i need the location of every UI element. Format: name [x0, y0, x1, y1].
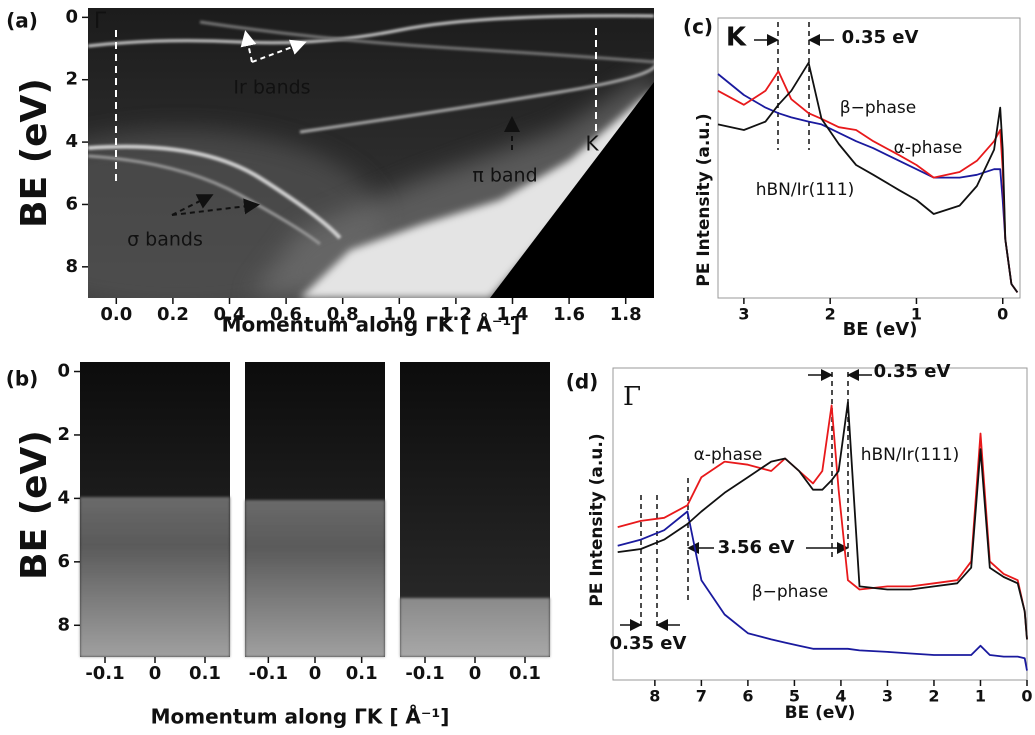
y-axis-label: BE (eV) — [14, 78, 55, 228]
x-tick-label: -0.1 — [405, 663, 444, 684]
x-tick-label: 1.0 — [383, 304, 415, 325]
x-tick-label: 4 — [835, 687, 846, 706]
y-tick-label: 6 — [57, 551, 70, 572]
panel-label: (d) — [566, 370, 599, 394]
series-label: β−phase — [840, 98, 916, 118]
x-tick-label: 7 — [696, 687, 707, 706]
x-tick-label: 1 — [911, 305, 922, 324]
guides-c — [717, 17, 1021, 299]
x-tick-label: 3 — [882, 687, 893, 706]
annotation: K — [585, 132, 599, 156]
x-axis-label: BE (eV) — [785, 703, 856, 723]
y-axis-label: PE Intensity (a.u.) — [694, 113, 714, 286]
y-tick-label: 2 — [57, 424, 70, 445]
series-label: α-phase — [894, 138, 963, 158]
x-tick-label: 1.4 — [497, 304, 529, 325]
x-tick-label: 2 — [928, 687, 939, 706]
spectrum-line — [717, 61, 1019, 293]
y-tick-label: 4 — [57, 487, 70, 508]
x-axis-label: Momentum along ΓK [ Å⁻¹] — [151, 705, 450, 729]
x-tick-label: 1.6 — [553, 304, 585, 325]
arpes-images-b — [80, 362, 550, 657]
y-tick-label: 8 — [57, 614, 70, 635]
x-tick-label: 1.8 — [610, 304, 642, 325]
x-tick-label: 8 — [649, 687, 660, 706]
series-label: β−phase — [752, 582, 828, 602]
x-tick-label: 2 — [825, 305, 836, 324]
x-tick-label: 0.2 — [157, 304, 189, 325]
x-tick-label: 1.2 — [440, 304, 472, 325]
series-label: α-phase — [694, 445, 763, 465]
arpes-image-a — [88, 8, 654, 298]
annotation: σ bands — [127, 229, 203, 251]
series-label: hBN/Ir(111) — [756, 180, 855, 200]
annotation: Ir bands — [233, 77, 310, 99]
series-label: hBN/Ir(111) — [861, 445, 960, 465]
annotation: π band — [472, 165, 537, 187]
x-tick-label: -0.1 — [249, 663, 288, 684]
spectrum-line — [617, 404, 1028, 640]
x-axis-label: Momentum along ΓK [ Å⁻¹] — [222, 313, 521, 337]
spectrum-line — [717, 70, 1019, 293]
y-tick-label: 6 — [65, 193, 78, 214]
annotation: 3.56 eV — [718, 537, 795, 558]
x-tick-label: -0.1 — [85, 663, 124, 684]
spectrum-line — [717, 73, 1019, 293]
spectrum-line — [617, 510, 1028, 671]
annotation: K — [726, 23, 747, 53]
x-tick-label: 0 — [997, 305, 1008, 324]
y-tick-label: 4 — [65, 131, 78, 152]
panel-label: (b) — [6, 367, 39, 391]
y-axis-label: BE (eV) — [14, 430, 55, 580]
x-tick-label: 0.4 — [214, 304, 246, 325]
y-axis-label: PE Intensity (a.u.) — [587, 433, 607, 606]
x-tick-label: 1 — [975, 687, 986, 706]
annotation: 0.35 eV — [610, 633, 687, 654]
x-tick-label: 3 — [738, 305, 749, 324]
guides-d — [612, 367, 1028, 681]
y-tick-label: 0 — [57, 361, 70, 382]
x-tick-label: 6 — [742, 687, 753, 706]
x-tick-label: 5 — [789, 687, 800, 706]
x-tick-label: 0 — [309, 663, 322, 684]
x-tick-label: 0 — [1021, 687, 1032, 706]
x-axis-label: BE (eV) — [843, 319, 918, 340]
y-tick-label: 2 — [65, 69, 78, 90]
y-tick-label: 0 — [65, 6, 78, 27]
annotation: Γ — [623, 382, 641, 412]
x-tick-label: 0.1 — [346, 663, 378, 684]
y-tick-label: 8 — [65, 256, 78, 277]
x-tick-label: 0.1 — [509, 663, 541, 684]
x-tick-label: 0.6 — [270, 304, 302, 325]
x-tick-label: 0 — [469, 663, 482, 684]
spectrum-line — [617, 401, 1028, 640]
x-tick-label: 0 — [149, 663, 162, 684]
panel-label: (a) — [6, 9, 38, 33]
annotation: 0.35 eV — [842, 27, 919, 48]
x-tick-label: 0.0 — [100, 304, 132, 325]
annotation: 0.35 eV — [874, 361, 951, 382]
panel-label: (c) — [683, 15, 713, 39]
x-tick-label: 0.8 — [327, 304, 359, 325]
annotation: Γ — [94, 9, 107, 34]
x-tick-label: 0.1 — [189, 663, 221, 684]
